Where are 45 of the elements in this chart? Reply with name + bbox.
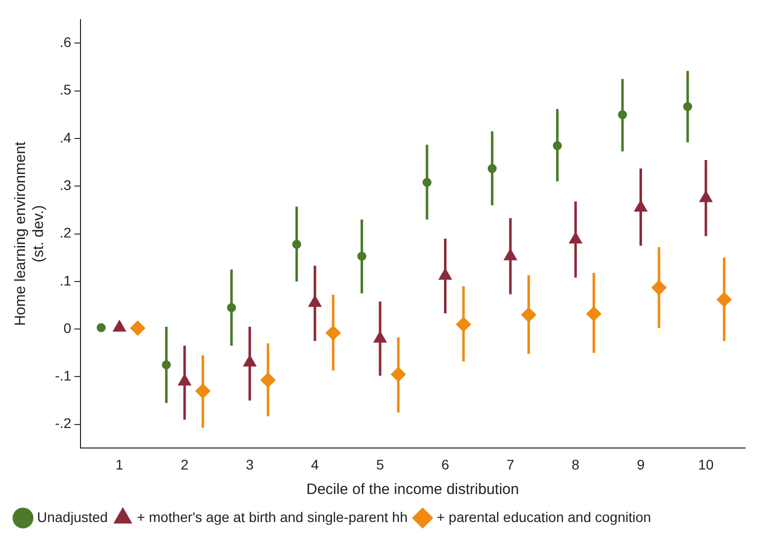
y-tick-label: .5 xyxy=(60,82,72,98)
point xyxy=(390,366,406,382)
point xyxy=(569,232,582,244)
legend-label: + parental education and cognition xyxy=(436,508,652,525)
x-tick-label: 7 xyxy=(506,456,515,472)
point xyxy=(422,178,432,187)
y-tick-label: .2 xyxy=(60,224,72,241)
legend-label: Unadjusted xyxy=(37,508,108,525)
x-tick-label: 10 xyxy=(698,456,714,472)
point xyxy=(521,307,536,322)
x-tick-label: 1 xyxy=(116,456,124,472)
point xyxy=(456,316,471,332)
y-tick-label: .4 xyxy=(60,129,72,146)
point xyxy=(716,292,732,308)
point xyxy=(260,372,276,388)
point xyxy=(227,303,236,312)
x-tick-label: 9 xyxy=(636,456,645,472)
y-axis-title: Home learning environment (st. dev.) xyxy=(12,140,48,326)
legend-label: + mother's age at birth and single-parent hh xyxy=(136,508,408,525)
point xyxy=(292,240,302,249)
point xyxy=(618,110,627,120)
point xyxy=(326,325,341,340)
y-tick-label: 0 xyxy=(64,320,72,336)
x-tick-label: 2 xyxy=(180,456,189,472)
point xyxy=(586,306,602,322)
point xyxy=(130,320,146,336)
point xyxy=(488,164,497,174)
point xyxy=(195,384,210,399)
point xyxy=(651,280,666,296)
point xyxy=(683,102,692,112)
point xyxy=(162,360,171,370)
x-tick-label: 6 xyxy=(441,456,450,472)
point xyxy=(552,141,562,150)
y-tick-label: .1 xyxy=(60,272,72,288)
point xyxy=(96,323,106,332)
x-tick-label: 4 xyxy=(311,456,320,472)
y-tick-label: .6 xyxy=(60,34,72,50)
y-tick-label: -.2 xyxy=(54,415,72,432)
x-tick-label: 5 xyxy=(376,456,384,472)
y-tick-label: .3 xyxy=(60,177,72,194)
x-tick-label: 3 xyxy=(246,456,254,472)
y-tick-label: -.1 xyxy=(54,368,72,384)
point xyxy=(357,252,366,261)
x-axis-title: Decile of the income distribution xyxy=(306,481,519,498)
x-tick-label: 8 xyxy=(572,456,580,472)
